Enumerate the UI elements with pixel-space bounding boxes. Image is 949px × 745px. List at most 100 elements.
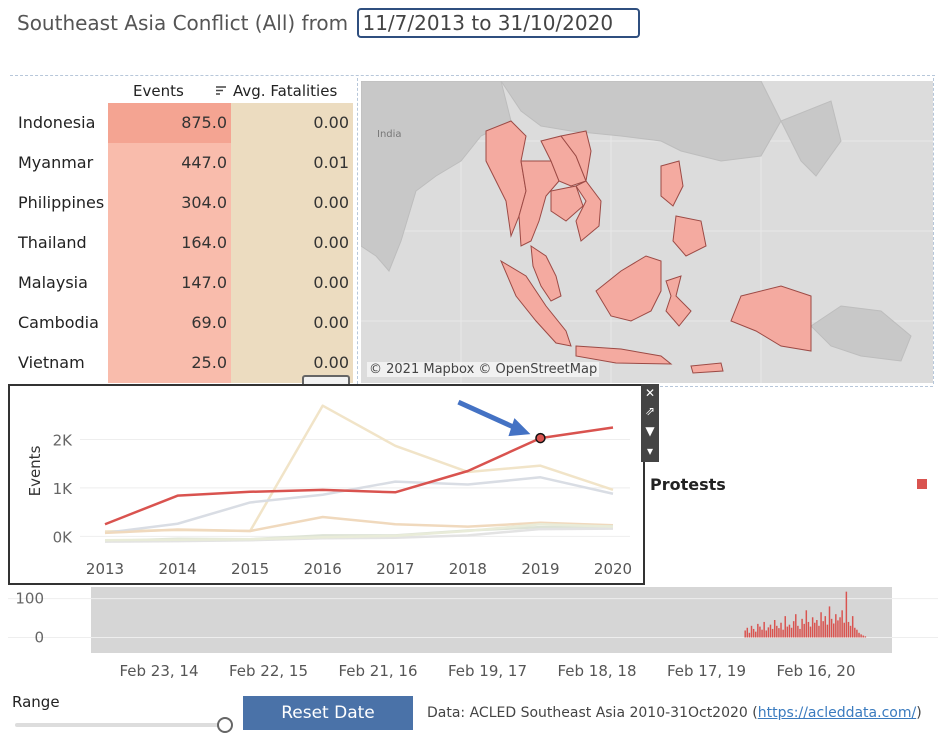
timeline-bar [750,625,753,638]
filter-icon[interactable]: ▼ [645,424,655,438]
series-line [104,515,614,535]
x-tick-label: Feb 18, 18 [557,662,636,680]
timeline-bar [748,632,751,638]
pop-out-icon[interactable]: ⇗ [644,404,656,418]
fatalities-cell: 0.00 [231,263,353,303]
timeline-bar [811,617,814,638]
timeline-bar [763,621,765,638]
series-line [104,476,614,535]
events-cell: 875.0 [108,103,231,143]
timeline-bar [782,629,784,638]
country-name: Thailand [18,233,87,252]
x-tick-label: Feb 23, 14 [119,662,198,680]
x-tick-label: 2013 [86,560,124,578]
close-icon[interactable]: ✕ [644,386,656,400]
papua-shape [730,285,812,352]
timeline-bar [780,622,782,638]
timeline-bar [784,616,786,638]
title-prefix: Southeast Asia Conflict (All) from [17,11,349,35]
x-tick-label: 2017 [376,560,414,578]
y-tick-label: 2K [53,432,74,450]
timeline-bar [797,625,799,638]
data-source: Data: ACLED Southeast Asia 2010-31Oct202… [427,705,922,721]
range-slider-track[interactable] [15,723,223,727]
legend-label[interactable]: Protests [650,475,726,494]
date-range-selector[interactable]: 11/7/2013 to 31/10/2020 [357,8,641,38]
series-line [104,527,614,543]
timeline-bar [746,627,749,638]
timeline-bar [807,621,810,638]
table-row[interactable]: 25.0 0.00 Vietnam [12,343,355,383]
legend-swatch[interactable] [917,479,927,489]
table-row[interactable]: 447.0 0.01 Myanmar [12,143,355,183]
philippines-mindanao-shape [672,215,707,257]
timeline-bar [771,628,774,638]
timeline-bar [754,631,757,638]
timeline-bar [864,636,867,638]
reset-date-button[interactable]: Reset Date [243,696,413,730]
source-link[interactable]: https://acleddata.com/ [757,705,917,721]
timeline-bar [835,614,837,638]
y-tick-label: 0 [34,628,44,646]
series-line [104,522,614,542]
source-close: ) [916,705,922,721]
timeline-bar [773,620,776,638]
java-shape [575,345,673,365]
range-slider-thumb[interactable] [217,717,233,733]
timeline-bar [778,628,780,638]
events-cell: 164.0 [108,223,231,263]
country-name: Cambodia [18,313,99,332]
sumatra-shape [499,259,572,347]
y-tick-label: 0K [53,528,74,546]
series-line-protests [104,426,614,526]
x-tick-label: Feb 17, 19 [667,662,746,680]
timeline-bar [818,625,820,638]
timeline-chart[interactable]: 100 0 Feb 23, 14 Feb 22, 15 Feb 21, 16 Feb 19… [8,585,938,685]
fatalities-cell: 0.00 [231,223,353,263]
timeline-bar [824,616,827,638]
timeline-bar [769,624,772,638]
timeline-svg: 100 0 Feb 23, 14 Feb 22, 15 Feb 21, 16 Feb 19… [8,587,938,680]
timeline-bar [820,612,822,638]
map-view[interactable]: India © 2021 Mapbox © OpenStreetMap [361,81,933,383]
table-row[interactable]: 69.0 0.00 Cambodia [12,303,355,343]
country-name: Vietnam [18,353,85,372]
timeline-bar [814,622,816,638]
fatalities-cell: 0.00 [231,103,353,143]
timeline-bar [761,629,763,638]
timeline-bar [837,620,839,638]
x-tick-label: 2020 [594,560,632,578]
timeline-bar [788,624,791,638]
events-header[interactable]: Events [133,82,184,100]
timeline-bar [839,617,841,638]
table-row[interactable]: 164.0 0.00 Thailand [12,223,355,263]
x-tick-label: 2018 [449,560,487,578]
country-name: Philippines [18,193,105,212]
events-cell: 25.0 [108,343,231,383]
table-row[interactable]: 147.0 0.00 Malaysia [12,263,355,303]
timor-shape [690,362,724,374]
more-options-icon[interactable]: ▾ [646,444,654,458]
sea-countries [485,120,812,374]
table-row[interactable]: 875.0 0.00 Indonesia [12,103,355,143]
fatalities-header[interactable]: Avg. Fatalities [233,82,338,100]
table-row[interactable]: 304.0 0.00 Philippines [12,183,355,223]
timeline-bar [765,630,768,638]
timeline-bar [795,614,797,638]
annotation-arrowhead-icon [508,418,531,437]
country-name: Indonesia [18,113,96,132]
timeline-bar [826,624,829,638]
timeline-bar [767,627,770,638]
map-credit: © 2021 Mapbox © OpenStreetMap [367,362,600,377]
line-chart-panel[interactable]: 0K 1K 2K Events 2013 2014 2015 2016 2017 2018 2019… [8,384,645,585]
events-cell: 69.0 [108,303,231,343]
separator [933,78,934,384]
fatalities-cell: 0.00 [231,183,353,223]
non-sea-land [361,81,912,362]
timeline-bar [776,625,778,638]
timeline-bar [832,623,835,638]
sort-icon[interactable] [216,86,227,96]
timeline-bar [854,627,856,638]
country-name: Malaysia [18,273,88,292]
source-text: Data: ACLED Southeast Asia 2010-31Oct202… [427,705,758,721]
